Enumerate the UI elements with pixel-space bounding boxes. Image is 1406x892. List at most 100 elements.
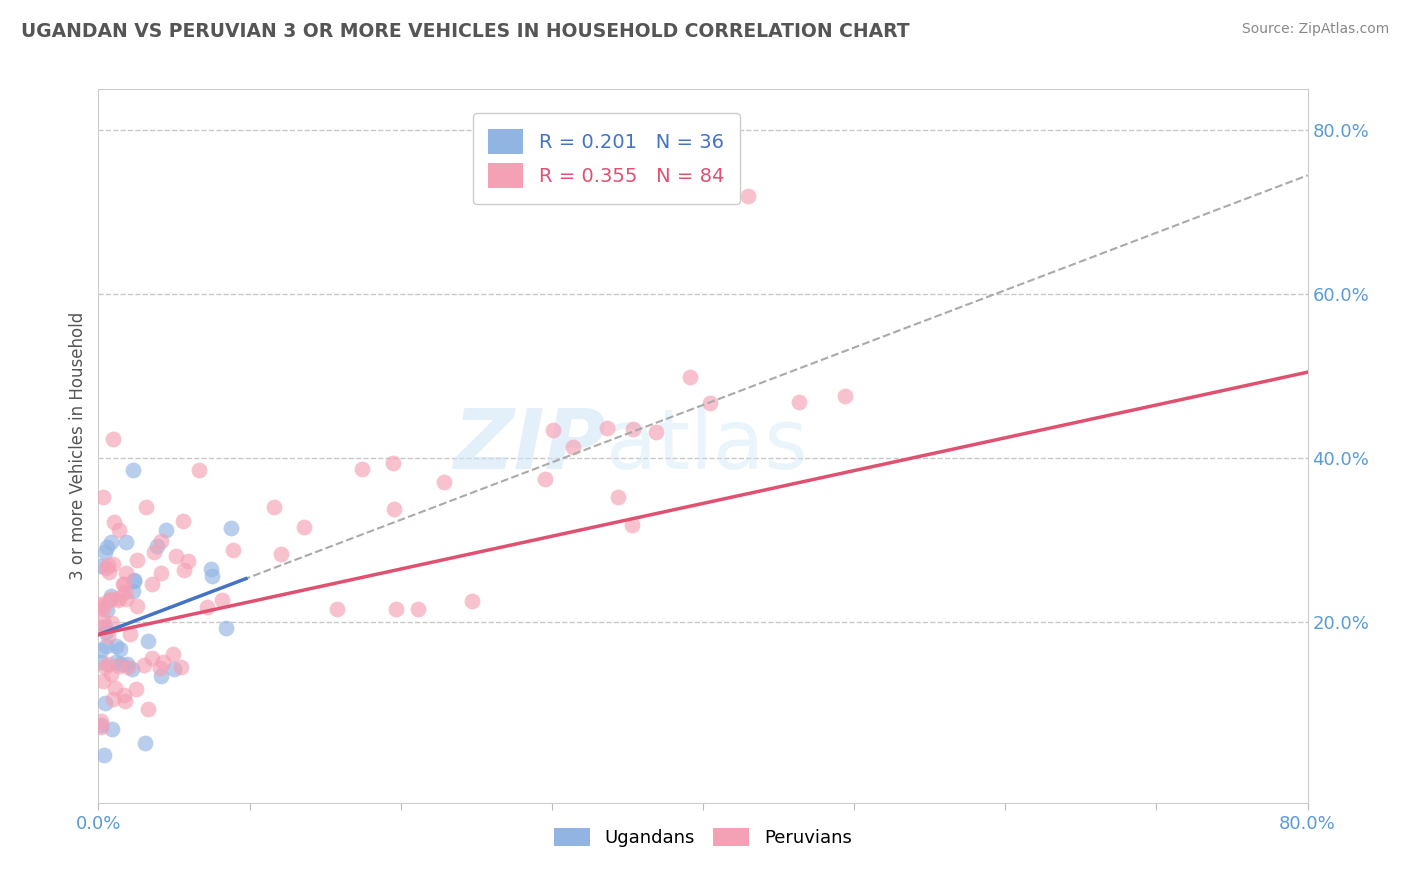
Point: [91, 613, 114, 627]
Point: [107, 593, 129, 607]
Point: [699, 396, 721, 410]
Point: [90, 598, 112, 612]
Point: [112, 689, 135, 703]
Point: [163, 663, 186, 677]
Point: [98, 592, 121, 607]
Point: [645, 425, 668, 440]
Point: [135, 500, 157, 514]
Point: [91, 602, 114, 616]
Point: [94, 639, 117, 653]
Point: [125, 552, 148, 566]
Point: [737, 189, 759, 203]
Text: atlas: atlas: [606, 406, 808, 486]
Point: [108, 658, 131, 673]
Point: [117, 660, 139, 674]
Point: [108, 591, 131, 606]
Point: [543, 423, 565, 437]
Point: [115, 657, 138, 671]
Point: [96, 561, 118, 575]
Point: [122, 573, 145, 587]
Point: [134, 736, 156, 750]
Point: [620, 517, 643, 532]
Point: [100, 667, 122, 681]
Point: [114, 535, 136, 549]
Point: [98, 566, 121, 580]
Point: [384, 501, 406, 516]
Point: [114, 585, 136, 599]
Point: [90, 720, 112, 734]
Point: [596, 421, 619, 435]
Point: [90, 718, 112, 732]
Point: [101, 722, 124, 736]
Point: [94, 660, 117, 674]
Point: [141, 650, 163, 665]
Point: [114, 694, 136, 708]
Point: [103, 516, 125, 530]
Point: [143, 545, 166, 559]
Point: [834, 388, 856, 402]
Point: [152, 655, 174, 669]
Point: [534, 472, 557, 486]
Point: [263, 500, 285, 515]
Point: [136, 702, 159, 716]
Point: [149, 533, 172, 548]
Point: [104, 639, 127, 653]
Point: [97, 558, 120, 573]
Point: [149, 669, 172, 683]
Point: [90, 642, 112, 657]
Point: [125, 682, 148, 697]
Point: [115, 566, 138, 580]
Point: [172, 514, 194, 528]
Point: [101, 433, 124, 447]
Point: [382, 456, 405, 470]
Point: [94, 625, 117, 640]
Point: [141, 576, 163, 591]
Point: [162, 647, 184, 661]
Point: [352, 462, 374, 476]
Point: [187, 463, 209, 477]
Point: [621, 422, 644, 436]
Point: [292, 520, 315, 534]
Point: [90, 559, 112, 574]
Point: [97, 628, 120, 642]
Point: [173, 563, 195, 577]
Point: [94, 618, 117, 632]
Point: [111, 577, 134, 591]
Point: [562, 440, 585, 454]
Point: [94, 545, 117, 559]
Point: [121, 662, 143, 676]
Point: [90, 714, 112, 728]
Point: [101, 616, 124, 631]
Point: [136, 633, 159, 648]
Point: [100, 592, 122, 607]
Point: [211, 593, 233, 607]
Point: [94, 696, 117, 710]
Point: [105, 655, 128, 669]
Point: [97, 657, 120, 671]
Point: [91, 674, 114, 689]
Point: [145, 539, 167, 553]
Point: [90, 655, 112, 669]
Point: [219, 521, 242, 535]
Point: [122, 583, 145, 598]
Point: [432, 475, 454, 489]
Point: [100, 590, 122, 604]
Y-axis label: 3 or more Vehicles in Household: 3 or more Vehicles in Household: [69, 312, 87, 580]
Point: [270, 547, 292, 561]
Point: [170, 660, 193, 674]
Point: [787, 395, 810, 409]
Point: [108, 523, 131, 537]
Text: UGANDAN VS PERUVIAN 3 OR MORE VEHICLES IN HOUSEHOLD CORRELATION CHART: UGANDAN VS PERUVIAN 3 OR MORE VEHICLES I…: [21, 22, 910, 41]
Point: [149, 566, 172, 580]
Point: [200, 562, 222, 576]
Text: Source: ZipAtlas.com: Source: ZipAtlas.com: [1241, 22, 1389, 37]
Point: [122, 574, 145, 589]
Point: [93, 748, 115, 763]
Point: [108, 641, 131, 656]
Point: [110, 657, 132, 671]
Point: [90, 619, 112, 633]
Point: [155, 524, 177, 538]
Point: [90, 599, 112, 614]
Point: [100, 535, 122, 549]
Point: [101, 692, 124, 706]
